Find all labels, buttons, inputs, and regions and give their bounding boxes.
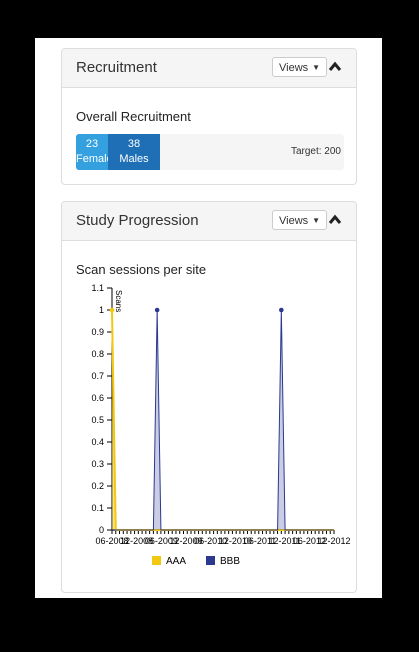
y-tick-label: 0.3	[91, 459, 104, 469]
y-tick-label: 0	[99, 525, 104, 535]
male-segment: 38 Males	[108, 134, 160, 170]
series-point-bbb	[154, 307, 160, 313]
series-area-bbb	[112, 310, 334, 530]
legend-swatch-aaa	[152, 556, 161, 565]
recruitment-views-button[interactable]: Views ▼	[272, 57, 328, 77]
y-tick-label: 0.4	[91, 437, 104, 447]
y-tick-label: 0.8	[91, 349, 104, 359]
recruitment-views-label: Views	[279, 62, 309, 74]
y-tick-label: 0.1	[91, 503, 104, 513]
scan-sessions-chart: 0 0.1 0.2 0.3 0.4 0.5 0.6 0.7 0.8 0.9 1 1.1 Scans 06-…	[91, 283, 350, 567]
scan-sessions-title: Scan sessions per site	[76, 262, 207, 277]
y-tick-label: 0.9	[91, 327, 104, 337]
x-tick-label: 06-2010	[194, 536, 227, 546]
screen: Recruitment Views ▼ Overall Recruitment 2…	[35, 38, 382, 598]
y-tick-label: 1	[99, 305, 104, 315]
chevron-up-icon[interactable]	[328, 60, 342, 74]
legend-label-bbb: BBB	[220, 556, 240, 567]
progression-views-label: Views	[279, 215, 309, 227]
y-tick-label: 0.2	[91, 481, 104, 491]
x-tick-label: 06-2009	[145, 536, 178, 546]
caret-down-icon: ▼	[312, 216, 321, 226]
x-tick-label: 06-2012	[293, 536, 326, 546]
female-count: 23	[85, 138, 99, 150]
x-tick-label: 12-2008	[120, 536, 153, 546]
x-tick-label: 12-2010	[219, 536, 252, 546]
male-count: 38	[127, 138, 141, 150]
study-progression-panel-title: Study Progression	[76, 212, 199, 229]
overall-recruitment-label: Overall Recruitment	[76, 109, 191, 124]
series-point-aaa	[109, 307, 115, 313]
study-progression-panel-header: Study Progression Views ▼	[62, 202, 356, 241]
x-tick-label: 12-2011	[268, 536, 300, 546]
x-tick-label: 12-2009	[169, 536, 202, 546]
recruitment-panel: Recruitment Views ▼ Overall Recruitment 2…	[61, 48, 357, 185]
x-tick-label: 12-2012	[317, 536, 350, 546]
x-tick-label: 06-2008	[95, 536, 128, 546]
series-line-bbb	[112, 309, 334, 531]
legend-swatch-bbb	[206, 556, 215, 565]
female-label: Female	[76, 153, 108, 165]
series-area-aaa	[112, 310, 334, 530]
y-tick-label: 0.7	[91, 371, 104, 381]
recruitment-panel-title: Recruitment	[76, 59, 157, 76]
series-line-aaa	[111, 309, 334, 531]
x-tick-label: 06-2011	[244, 536, 276, 546]
y-tick-label: 1.1	[91, 283, 104, 293]
y-tick-label: 0.6	[91, 393, 104, 403]
female-segment: 23 Female	[76, 134, 108, 170]
legend-label-aaa: AAA	[166, 556, 186, 567]
caret-down-icon: ▼	[312, 63, 321, 73]
study-progression-panel: Study Progression Views ▼ Scan sessions p…	[61, 201, 357, 593]
male-label: Males	[119, 153, 149, 165]
chevron-up-icon[interactable]	[328, 213, 342, 227]
progression-views-button[interactable]: Views ▼	[272, 210, 328, 230]
series-point-bbb	[279, 307, 284, 313]
target-label: Target: 200	[290, 146, 341, 157]
y-axis-label: Scans	[114, 290, 123, 312]
recruitment-panel-header: Recruitment Views ▼	[62, 49, 356, 88]
recruitment-progress-bar: 23 Female 38 Males Target: 200	[76, 134, 344, 170]
y-tick-label: 0.5	[91, 415, 104, 425]
